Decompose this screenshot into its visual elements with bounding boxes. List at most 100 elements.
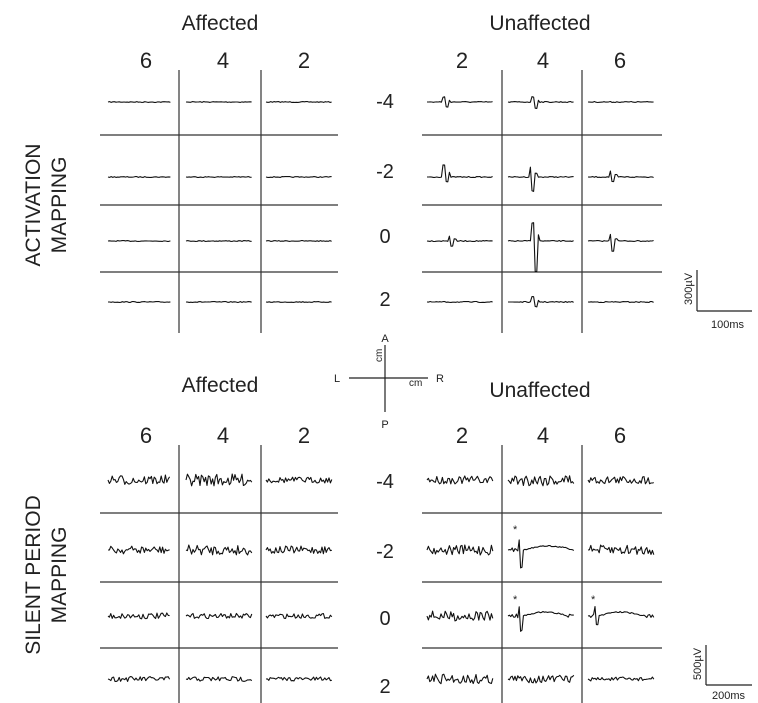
silent-trace-2 [185,473,253,487]
silent-trace-15 [587,476,654,485]
activation-unaffected-grid [422,70,662,333]
silent-affected-col-3: 2 [298,423,310,448]
activation-trace-1 [107,101,171,103]
activation-trace-6 [265,176,332,178]
silent-unaffected-grid [422,445,662,703]
activation-trace-9 [265,240,332,242]
silent-asterisk-3: * [591,594,596,606]
activation-affected-col-1: 6 [140,48,152,73]
activation-trace-23 [508,295,574,308]
silent-side-label-line2: MAPPING [48,527,71,624]
silent-trace-21 [587,606,655,626]
activation-row-label-1: -4 [376,91,394,113]
activation-trace-14 [507,96,574,109]
silent-trace-12 [265,676,332,682]
silent-trace-7 [107,612,170,620]
silent-trace-23 [507,674,575,684]
silent-asterisk-2: * [513,594,518,606]
silent-scale-y-label: 500µV [692,647,704,680]
silent-trace-22 [426,673,494,685]
silent-trace-3 [265,476,333,484]
activation-trace-5 [185,176,252,178]
silent-affected-grid [100,445,338,703]
silent-trace-1 [107,474,171,485]
activation-unaffected-title: Unaffected [489,12,590,35]
silent-trace-17 [507,539,575,569]
silent-trace-20 [507,606,574,632]
silent-trace-4 [108,545,170,555]
activation-trace-2 [185,101,252,103]
activation-trace-7 [107,240,171,242]
activation-trace-8 [185,240,252,242]
activation-unaffected-col-2: 4 [537,48,549,73]
activation-row-label-2: -2 [376,161,394,183]
silent-row-label-2: -2 [376,541,394,563]
activation-affected-col-3: 2 [298,48,310,73]
silent-side-label-line1: SILENT PERIOD [22,495,45,655]
activation-scale-y-label: 300µV [683,272,695,305]
compass-posterior-label: P [381,419,388,431]
activation-trace-13 [427,96,493,108]
activation-trace-15 [587,100,654,104]
silent-row-label-1: -4 [376,471,394,493]
activation-scale-bar: 300µV 100ms [683,270,752,331]
silent-trace-18 [587,544,655,555]
silent-affected-col-1: 6 [140,423,152,448]
activation-trace-16 [427,164,493,183]
activation-trace-21 [587,233,654,252]
orientation-compass: A P L R cm cm [334,333,444,431]
silent-trace-14 [507,475,575,487]
activation-trace-12 [265,301,332,303]
activation-trace-11 [185,301,252,303]
silent-unaffected-col-2: 4 [537,423,549,448]
silent-trace-19 [426,610,494,622]
silent-row-label-3: 0 [379,608,390,630]
silent-traces [107,473,655,685]
activation-trace-4 [107,176,171,178]
silent-unaffected-col-3: 6 [614,423,626,448]
activation-trace-24 [587,300,654,304]
compass-cm-vertical-label: cm [374,349,385,362]
silent-trace-6 [265,545,332,555]
silent-scale-bar: 500µV 200ms [692,645,752,702]
activation-row-label-3: 0 [379,226,390,248]
silent-scale-x-label: 200ms [712,690,746,702]
silent-trace-13 [426,475,494,485]
activation-row-label-4: 2 [379,289,390,311]
activation-trace-10 [108,301,171,303]
silent-trace-11 [185,676,253,682]
compass-anterior-label: A [381,333,389,345]
silent-trace-9 [265,612,333,619]
silent-trace-8 [185,612,253,620]
silent-row-label-4: 2 [379,676,390,698]
activation-trace-19 [426,235,493,247]
silent-unaffected-title: Unaffected [489,379,590,402]
activation-trace-22 [426,300,493,304]
silent-affected-title: Affected [182,374,259,397]
silent-trace-24 [587,676,655,682]
activation-side-label-line2: MAPPING [48,157,71,254]
activation-unaffected-col-3: 6 [614,48,626,73]
compass-right-label: R [436,373,444,385]
activation-unaffected-col-1: 2 [456,48,468,73]
silent-trace-16 [426,544,494,556]
compass-left-label: L [334,373,340,385]
activation-trace-20 [507,222,574,273]
activation-affected-grid [100,70,338,333]
activation-affected-title: Affected [182,12,259,35]
silent-affected-col-2: 4 [217,423,229,448]
activation-traces [107,96,654,308]
activation-side-label-line1: ACTIVATION [22,144,45,267]
activation-scale-x-label: 100ms [711,319,745,331]
silent-trace-5 [185,544,253,556]
activation-affected-col-2: 4 [217,48,229,73]
compass-cm-horizontal-label: cm [409,378,422,389]
activation-trace-18 [587,170,654,183]
silent-asterisk-1: * [513,524,518,536]
silent-trace-10 [107,676,171,682]
silent-side-mark: ' [60,615,62,626]
activation-trace-3 [265,101,332,103]
activation-trace-17 [507,166,574,192]
silent-unaffected-col-1: 2 [456,423,468,448]
